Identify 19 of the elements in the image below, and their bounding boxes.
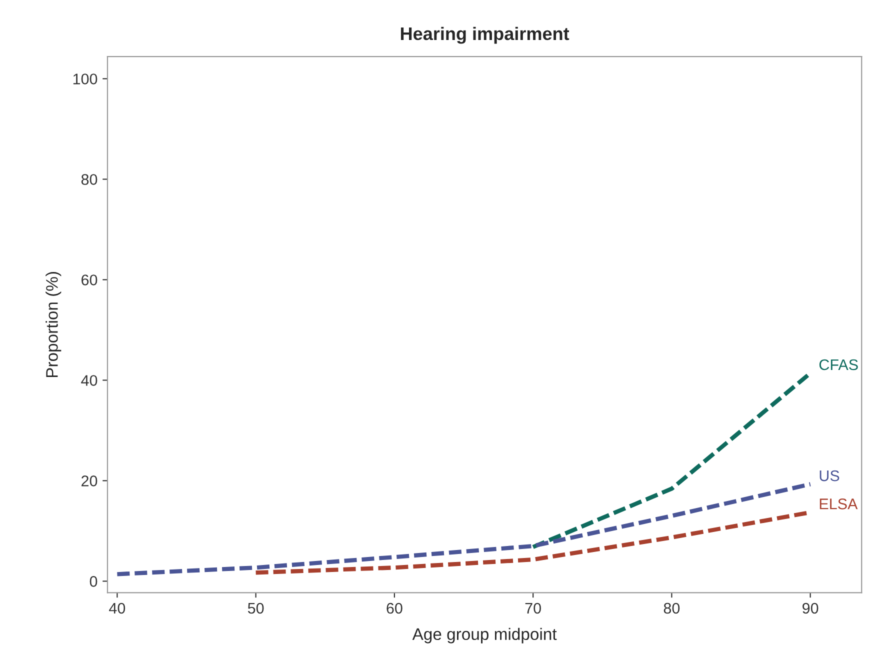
x-tick-label: 70 (525, 602, 541, 614)
x-axis-title: Age group midpoint (412, 628, 557, 644)
line-series (115, 482, 812, 576)
y-tick-label: 60 (82, 274, 98, 286)
y-tick-label: 20 (82, 476, 98, 486)
x-tick-label: 60 (386, 602, 402, 614)
chart-title: Hearing impairment (400, 26, 570, 44)
x-tick-label: 80 (664, 602, 680, 614)
y-tick-label: 80 (81, 174, 98, 185)
y-tick-label: 0 (90, 576, 98, 587)
x-tick-label: 40 (109, 602, 126, 614)
x-tick-label: 50 (248, 602, 264, 614)
y-tick-label: 100 (73, 74, 98, 84)
x-tick-label: 90 (802, 602, 818, 614)
y-tick-label: 40 (81, 375, 98, 386)
series-label: US (820, 470, 840, 482)
y-axis-title: Proportion (%) (46, 272, 62, 378)
series-label: ELSA (820, 498, 858, 510)
series-label: CFAS (819, 359, 858, 370)
